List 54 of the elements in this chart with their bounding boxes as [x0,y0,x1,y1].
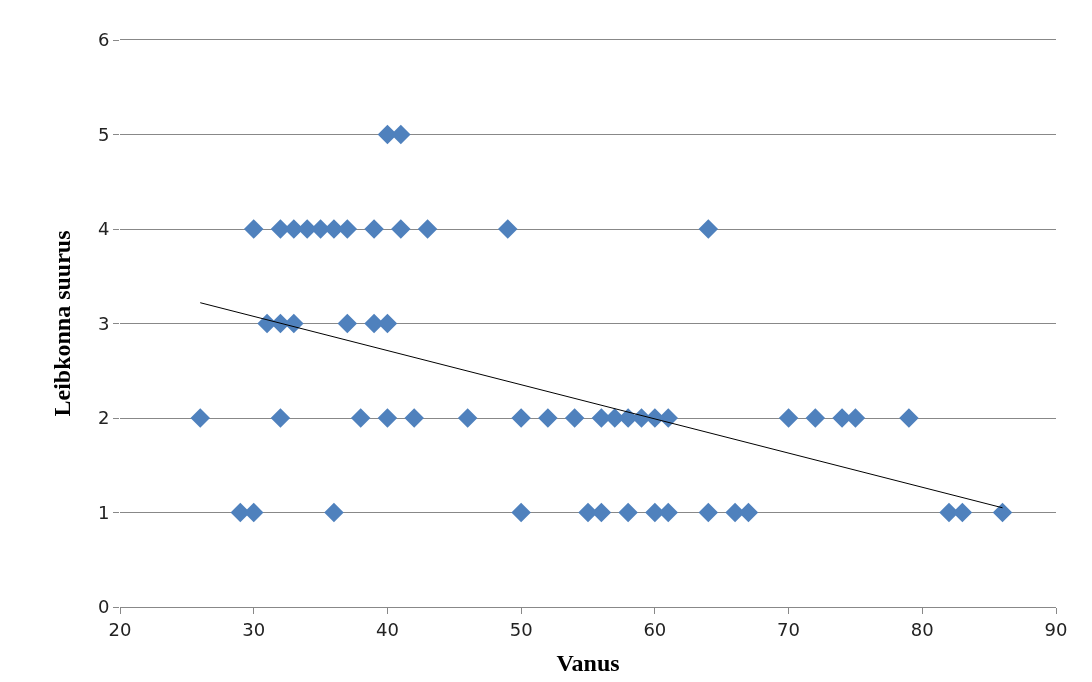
y-tick-label: 1 [97,501,110,523]
x-tick-label: 40 [375,618,399,640]
x-axis-title: Vanus [556,649,620,676]
point [698,502,719,523]
point [364,219,384,239]
y-tick-label: 3 [97,312,110,334]
point [591,502,612,523]
point [564,408,585,428]
x-tick-label: 80 [910,618,934,640]
point [805,408,826,428]
point [698,219,719,239]
point [324,502,344,523]
point [618,502,638,523]
point [337,313,358,334]
point [417,219,438,239]
x-tick-label: 30 [242,618,266,640]
point [337,219,358,239]
y-axis-title: Leibkonna suurus [49,230,76,417]
point [391,124,411,145]
point [243,219,264,239]
point [538,408,558,428]
x-tick-label: 60 [643,618,667,640]
point [778,408,799,428]
point [511,408,531,428]
point [725,502,745,523]
y-tick-label: 0 [97,596,110,618]
point [391,219,411,239]
point [270,408,291,428]
point [377,408,398,428]
point [939,502,959,523]
point [992,502,1013,523]
point [738,502,759,523]
y-tick-label: 5 [97,123,110,145]
y-tick-label: 6 [97,29,110,51]
point [404,408,424,428]
point [952,502,973,523]
point [284,313,304,334]
point [899,408,919,428]
point [457,408,478,428]
point [364,313,384,334]
x-tick-label: 70 [777,618,801,640]
point [498,219,518,239]
point [845,408,866,428]
x-tick-label: 50 [509,618,533,640]
y-tick-label: 4 [97,218,110,240]
point [658,502,678,523]
x-tick-label: 20 [108,618,132,640]
point [350,408,371,428]
point [377,313,398,334]
x-tick-label: 90 [1044,618,1068,640]
point [578,502,598,523]
point [511,502,531,523]
point [190,408,210,428]
y-tick-label: 2 [97,407,110,429]
